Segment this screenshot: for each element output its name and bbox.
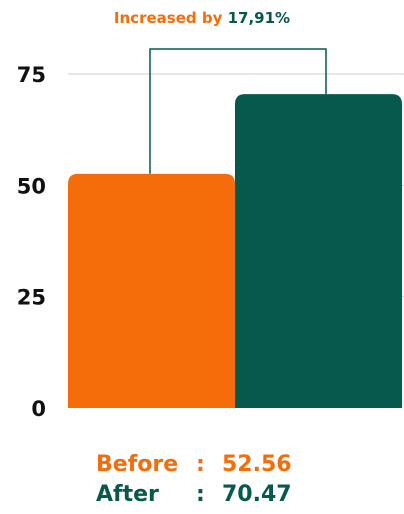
summary-value-after: 70.47 — [222, 482, 292, 507]
increase-annotation-prefix: Increased by — [113, 9, 223, 27]
summary-label-after: After — [96, 482, 159, 507]
increase-annotation-value: 17,91% — [227, 9, 291, 27]
summary-separator-before: : — [196, 452, 205, 477]
y-tick-label-50: 50 — [17, 174, 46, 198]
bar-before — [68, 173, 235, 408]
summary-row-before: Before:52.56 — [96, 452, 292, 477]
increase-annotation: Increased by 17,91% — [0, 9, 404, 27]
summary-value-before: 52.56 — [222, 452, 292, 477]
y-tick-label-0: 0 — [31, 397, 46, 421]
y-tick-label-25: 25 — [17, 286, 46, 310]
bar-after — [235, 94, 402, 409]
summary-separator-after: : — [196, 482, 205, 507]
y-tick-label-75: 75 — [17, 63, 46, 87]
summary-label-before: Before — [96, 452, 179, 477]
comparison-bracket — [149, 48, 327, 174]
summary-row-after: After:70.47 — [96, 482, 292, 507]
